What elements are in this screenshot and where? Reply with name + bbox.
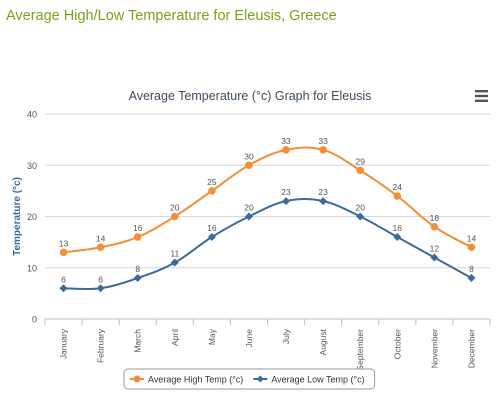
hamburger-menu-icon [475, 90, 488, 102]
data-point[interactable] [467, 274, 476, 282]
x-tick-label: February [96, 328, 106, 363]
data-point[interactable] [282, 146, 290, 154]
legend-label: Average Low Temp (°c) [271, 375, 364, 385]
x-tick-label: October [392, 329, 402, 359]
x-tick-label: December [466, 329, 476, 368]
data-point[interactable] [170, 212, 179, 221]
data-label: 16 [207, 223, 217, 233]
data-label: 33 [281, 136, 291, 146]
data-label: 8 [469, 264, 474, 274]
data-label: 29 [355, 156, 365, 166]
series-high: 13 14 16 20 25 30 33 33 29 24 18 14 [59, 136, 477, 257]
menu-button[interactable] [472, 88, 490, 104]
y-tick-label: 40 [27, 110, 37, 120]
chart-svg: Average Temperature (°c) Graph for Eleus… [12, 88, 491, 390]
legend-marker [133, 375, 141, 383]
data-label: 14 [96, 233, 106, 243]
data-point[interactable] [393, 233, 402, 241]
y-tick-label: 10 [27, 263, 37, 273]
data-point[interactable] [282, 197, 291, 206]
data-point[interactable] [430, 222, 439, 231]
data-label: 16 [133, 223, 143, 233]
x-tick-label: November [429, 329, 439, 368]
data-label: 23 [281, 187, 291, 197]
x-tick-label: July [281, 328, 291, 344]
data-point[interactable] [319, 197, 328, 206]
series-line [63, 198, 472, 291]
data-point[interactable] [208, 187, 216, 195]
data-point[interactable] [133, 274, 142, 282]
y-axis: 0 10 20 30 40 [27, 110, 37, 325]
legend-item-low[interactable]: Average Low Temp (°c) [253, 375, 365, 385]
grid-lines [45, 113, 490, 320]
x-tick-label: January [59, 328, 69, 359]
temperature-chart: Average Temperature (°c) Graph for Eleus… [0, 78, 500, 404]
data-point[interactable] [319, 146, 327, 154]
x-tick-label: May [207, 328, 217, 345]
data-label: 24 [393, 182, 403, 192]
data-point[interactable] [467, 243, 476, 252]
data-label: 23 [318, 187, 328, 197]
y-tick-label: 20 [27, 212, 37, 222]
data-point[interactable] [393, 192, 402, 200]
data-label: 25 [207, 177, 217, 187]
data-label: 6 [61, 274, 66, 284]
legend-box [123, 368, 376, 390]
data-point[interactable] [207, 233, 216, 241]
data-point[interactable] [244, 212, 253, 221]
legend: Average High Temp (°c) Average Low Temp (… [123, 368, 376, 390]
data-label: 30 [244, 151, 254, 161]
data-point[interactable] [59, 284, 68, 293]
data-label: 14 [467, 233, 477, 243]
data-label: 20 [355, 203, 365, 213]
data-label: 16 [393, 223, 403, 233]
page-heading: Average High/Low Temperature for Eleusis… [6, 8, 337, 24]
data-label: 33 [318, 136, 328, 146]
x-tick-label: August [318, 328, 328, 355]
series-line [63, 146, 472, 254]
data-point[interactable] [356, 166, 365, 175]
data-label: 6 [98, 274, 103, 284]
data-label: 13 [59, 238, 69, 248]
series-low: 6 6 8 11 16 20 23 23 20 16 12 8 [59, 187, 476, 293]
data-label: 18 [430, 213, 440, 223]
legend-label: Average High Temp (°c) [148, 375, 243, 385]
x-tick-label: June [244, 329, 254, 348]
y-axis-label: Temperature (°c) [12, 177, 23, 256]
data-point[interactable] [430, 253, 439, 262]
data-label: 12 [430, 244, 440, 254]
x-tick-label: March [133, 329, 143, 353]
data-point[interactable] [170, 258, 179, 267]
x-tick-label: September [355, 329, 365, 371]
x-tick-label: April [170, 329, 180, 346]
data-point[interactable] [133, 233, 142, 241]
x-axis: January February March April May June July Augu… [44, 318, 491, 371]
data-label: 11 [170, 249, 179, 259]
data-point[interactable] [96, 284, 105, 293]
data-label: 20 [170, 203, 180, 213]
legend-marker [256, 375, 264, 383]
data-point[interactable] [96, 243, 105, 252]
data-point[interactable] [356, 212, 365, 221]
y-tick-label: 0 [32, 315, 37, 325]
legend-item-high[interactable]: Average High Temp (°c) [130, 375, 243, 385]
data-label: 8 [135, 264, 140, 274]
chart-title: Average Temperature (°c) Graph for Eleus… [129, 89, 372, 103]
data-point[interactable] [245, 161, 253, 170]
y-tick-label: 30 [27, 161, 37, 171]
data-label: 20 [244, 203, 254, 213]
data-point[interactable] [59, 248, 68, 257]
